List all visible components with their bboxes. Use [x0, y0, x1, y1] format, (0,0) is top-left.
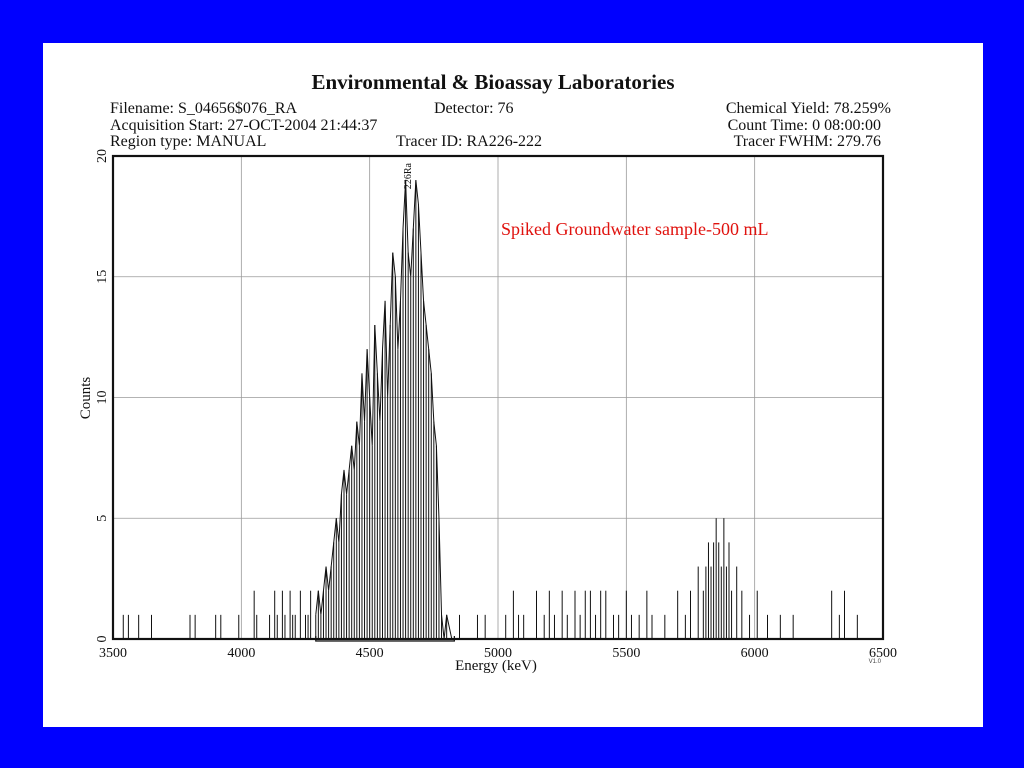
- y-tick-label: 10: [95, 391, 110, 405]
- count-time-text: Count Time: 0 08:00:00: [727, 117, 881, 134]
- y-tick-label: 5: [95, 515, 110, 522]
- peak-label: 226Ra: [403, 162, 414, 189]
- tracer-id-text: Tracer ID: RA226-222: [396, 133, 543, 150]
- x-tick-labels: 3500 4000 4500 5000 5500 6000 6500: [99, 646, 897, 661]
- x-tick-label: 4500: [356, 646, 384, 661]
- report-title: Environmental & Bioassay Laboratories: [311, 70, 675, 94]
- y-tick-label: 0: [95, 636, 110, 643]
- x-axis-label: Energy (keV): [455, 658, 537, 674]
- region-type-text: Region type: MANUAL: [110, 133, 267, 150]
- y-tick-label: 15: [95, 270, 110, 284]
- spectrum-trace: [315, 180, 453, 640]
- y-tick-label: 20: [95, 149, 110, 163]
- x-tick-label: 4000: [227, 646, 255, 661]
- grid-lines: [113, 156, 883, 639]
- detector-text: Detector: 76: [434, 100, 514, 117]
- plot-frame: [111, 154, 885, 641]
- x-tick-label: 5500: [612, 646, 640, 661]
- chart: 3500 4000 4500 5000 5500 6000 6500 0 5 10 15 20 En…: [78, 149, 897, 674]
- sample-annotation: Spiked Groundwater sample-500 mL: [501, 219, 769, 239]
- y-axis-label: Counts: [78, 377, 94, 420]
- acquisition-start-text: Acquisition Start: 27-OCT-2004 21:44:37: [110, 117, 378, 134]
- x-tick-label: 3500: [99, 646, 127, 661]
- y-tick-labels: 0 5 10 15 20: [95, 149, 110, 643]
- x-tick-label: 6000: [741, 646, 769, 661]
- version-label: V1.0: [869, 659, 882, 665]
- slide: 3500 4000 4500 5000 5500 6000 6500 0 5 10 15 20 En…: [43, 43, 983, 727]
- x-tick-label: 5000: [484, 646, 512, 661]
- tracer-fwhm-text: Tracer FWHM: 279.76: [733, 133, 881, 150]
- chemical-yield-text: Chemical Yield: 78.259%: [725, 100, 891, 117]
- x-tick-label: 6500: [869, 646, 897, 661]
- spectrum-series: [122, 180, 858, 640]
- filename-text: Filename: S_04656$076_RA: [110, 100, 298, 117]
